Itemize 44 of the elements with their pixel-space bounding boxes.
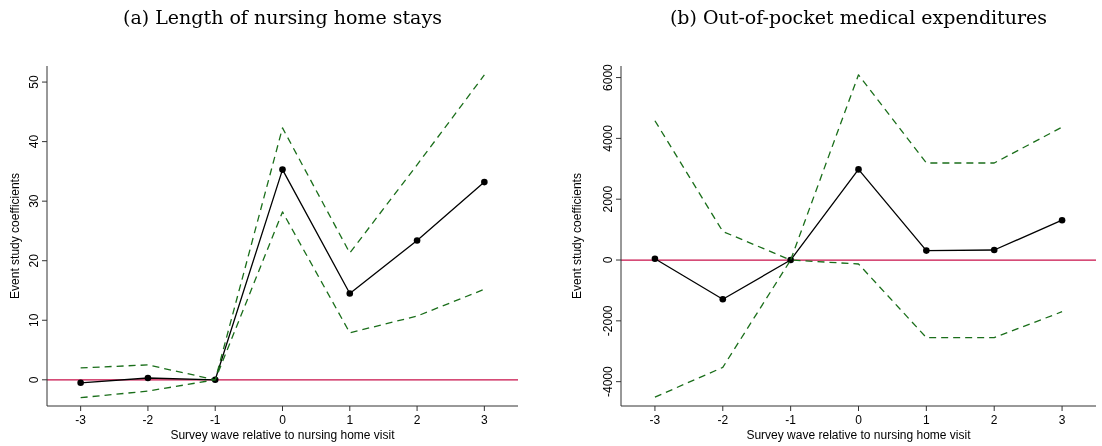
y-tick-label: 50 [27,75,41,89]
point [1058,216,1066,224]
point [923,247,930,254]
point [413,237,421,244]
y-tick-label: 0 [601,256,615,264]
chart-title: (b) Out-of-pocket medical expenditures [669,6,1048,28]
y-tick-label: 4000 [601,124,615,152]
point [651,255,659,263]
y-tick-label: 10 [27,313,41,327]
x-axis-title: Survey wave relative to nursing home visit [170,428,396,442]
y-tick-label: 20 [27,253,41,268]
x-tick-label: -3 [75,413,87,427]
x-tick-label: -2 [717,413,729,427]
x-tick-label: -1 [785,413,797,427]
x-tick-label: -1 [209,413,221,427]
point [481,178,488,186]
x-tick-label: 1 [923,413,931,427]
x-tick-label: 2 [990,413,998,427]
y-tick-label: 0 [27,376,41,384]
point [77,379,84,387]
y-tick-label: -4000 [601,366,615,398]
y-tick-label: 6000 [601,63,615,91]
x-tick-label: 0 [855,413,863,427]
y-tick-label: 40 [27,134,41,149]
x-tick-label: 0 [279,413,287,427]
y-axis-title: Event study coefficients [570,173,584,299]
point [346,290,354,297]
x-tick-label: 3 [1058,413,1066,427]
point [855,166,862,173]
point [719,295,727,303]
x-tick-label: -2 [142,413,154,427]
x-tick-label: 3 [481,413,489,427]
y-tick-label: -2000 [601,305,615,337]
x-axis-title: Survey wave relative to nursing home visit [746,428,972,442]
y-axis-title: Event study coefficients [8,173,22,299]
x-tick-label: -3 [649,413,661,427]
point [144,374,152,382]
point [990,246,998,254]
chart-title: (a) Length of nursing home stays [123,6,442,28]
x-tick-label: 2 [413,413,421,427]
y-tick-label: 2000 [601,185,615,213]
x-tick-label: 1 [346,413,354,427]
y-tick-label: 30 [27,194,41,208]
point [279,166,286,173]
